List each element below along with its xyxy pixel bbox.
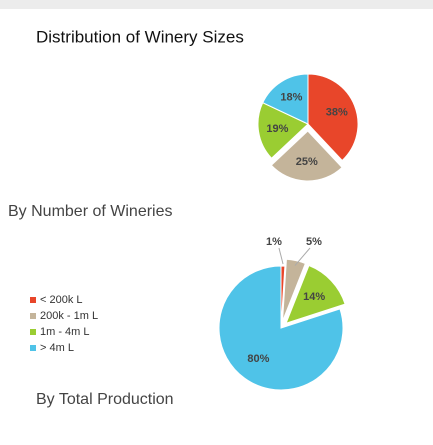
- pie-slice: [285, 264, 346, 325]
- legend-swatch: [30, 345, 36, 351]
- pie-slice: [270, 130, 343, 182]
- value-label: 19%: [266, 123, 288, 135]
- legend-label: 1m - 4m L: [40, 326, 90, 338]
- value-label: 38%: [326, 106, 348, 118]
- legend-label: 200k - 1m L: [40, 310, 98, 322]
- legend-label: > 4m L: [40, 342, 74, 354]
- value-label: 5%: [306, 236, 322, 248]
- leader-line: [278, 247, 284, 265]
- legend-label: < 200k L: [40, 294, 83, 306]
- legend-swatch: [30, 313, 36, 319]
- pie-caption: By Total Production: [36, 391, 174, 408]
- legend-swatch: [30, 329, 36, 335]
- value-label: 80%: [247, 353, 269, 365]
- pie-slice: [218, 265, 344, 391]
- value-label: 18%: [280, 92, 302, 104]
- pie-slice: [307, 73, 359, 162]
- pie-slice: [282, 258, 306, 322]
- top-band: [0, 0, 433, 9]
- leader-line: [294, 247, 311, 266]
- value-label: 14%: [303, 291, 325, 303]
- value-label: 1%: [266, 236, 282, 248]
- legend-swatch: [30, 297, 36, 303]
- pie-slice: [262, 73, 309, 125]
- value-label: 25%: [296, 156, 318, 168]
- pie-slice: [257, 102, 309, 159]
- chart-title: Distribution of Winery Sizes: [36, 27, 244, 46]
- pie-caption: By Number of Wineries: [8, 203, 173, 220]
